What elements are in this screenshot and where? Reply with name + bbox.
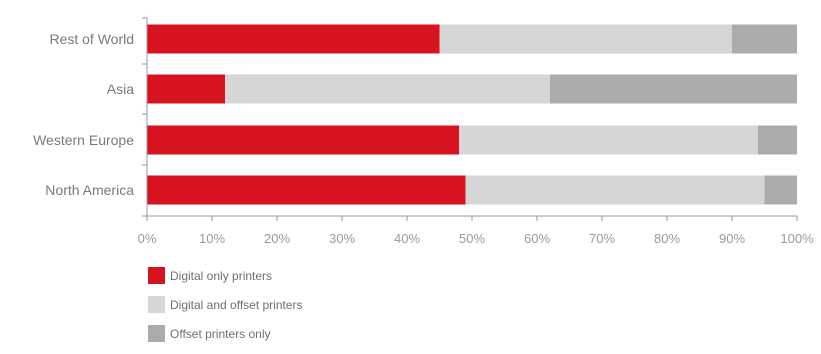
bar-segment [732,24,797,54]
category-label: Asia [107,81,134,97]
bar-segment [147,24,440,54]
x-tick-label: 100% [780,231,814,246]
x-tick-label: 10% [199,231,225,246]
bar-segment [225,74,550,104]
x-tick-label: 0% [138,231,157,246]
x-tick-label: 80% [654,231,680,246]
legend-label: Digital and offset printers [170,298,303,312]
legend-label: Digital only printers [170,269,272,283]
bar-segment [764,175,797,205]
x-tick-label: 60% [524,231,550,246]
bar-segment [439,24,732,54]
bar-segment [147,74,225,104]
legend-swatch [148,296,165,313]
x-tick-label: 30% [329,231,355,246]
bar-segment [147,125,459,155]
x-tick-label: 20% [264,231,290,246]
x-tick-label: 40% [394,231,420,246]
bar-segment [147,175,466,205]
category-label: Rest of World [49,31,134,47]
x-tick-label: 90% [719,231,745,246]
bar-segment [758,125,797,155]
legend-label: Offset printers only [170,327,271,341]
category-label: Western Europe [33,132,134,148]
x-tick-label: 70% [589,231,615,246]
bar-segment [459,125,758,155]
category-label: North America [45,182,134,198]
bar-segment [550,74,797,104]
bar-segment [465,175,765,205]
x-tick-label: 50% [459,231,485,246]
legend-swatch [148,325,165,342]
legend-swatch [148,267,165,284]
